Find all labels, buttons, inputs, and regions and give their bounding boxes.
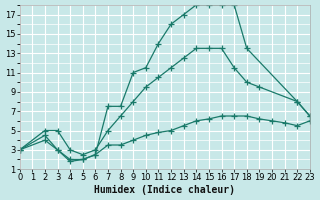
X-axis label: Humidex (Indice chaleur): Humidex (Indice chaleur): [94, 185, 235, 195]
